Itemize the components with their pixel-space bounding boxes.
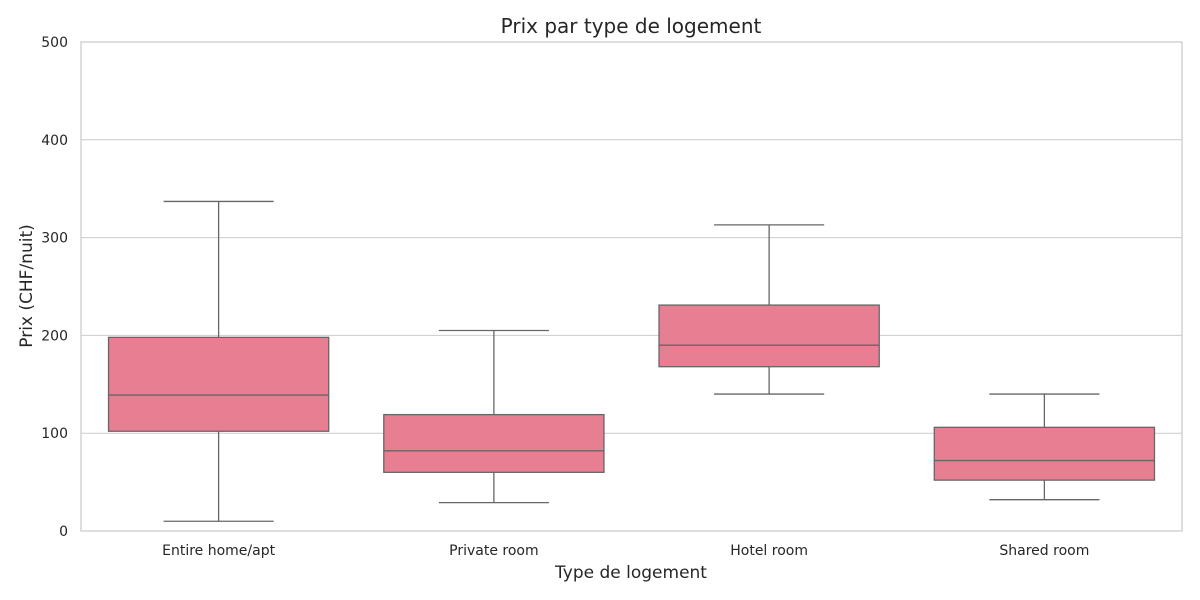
- y-tick-label: 300: [41, 231, 68, 247]
- y-tick-label: 500: [41, 35, 68, 51]
- y-tick-label: 400: [41, 133, 68, 149]
- iqr-box: [107, 336, 330, 432]
- plot-frame: [80, 41, 1183, 532]
- y-tick-label: 100: [41, 426, 68, 442]
- y-tick-label: 0: [59, 524, 68, 540]
- chart-title: Prix par type de logement: [501, 14, 762, 38]
- iqr-box: [933, 426, 1156, 481]
- x-tick-label: Hotel room: [730, 543, 808, 559]
- x-tick-label: Private room: [449, 543, 538, 559]
- x-tick-label: Entire home/apt: [162, 543, 275, 559]
- y-tick-labels: 0 100 200 300 400 500: [41, 35, 68, 540]
- iqr-box: [658, 304, 880, 368]
- y-tick-label: 200: [41, 328, 68, 344]
- x-axis-label: Type de logement: [554, 563, 707, 583]
- boxes: [107, 200, 1156, 522]
- box-0: [107, 200, 330, 522]
- box-3: [933, 393, 1156, 501]
- x-tick-label: Shared room: [999, 543, 1089, 559]
- y-axis-label: Prix (CHF/nuit): [17, 224, 37, 348]
- x-tick-labels: Entire home/apt Private room Hotel room Sha…: [162, 543, 1089, 559]
- iqr-box: [383, 413, 605, 473]
- box-1: [383, 329, 605, 504]
- box-2: [658, 224, 880, 395]
